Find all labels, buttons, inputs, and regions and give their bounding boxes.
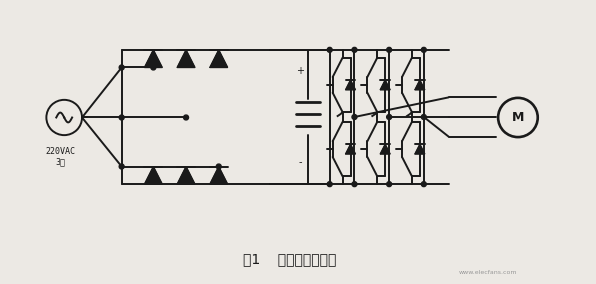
- Circle shape: [216, 164, 221, 169]
- Polygon shape: [177, 166, 195, 184]
- Text: 220VAC
3相: 220VAC 3相: [45, 147, 75, 166]
- Circle shape: [387, 114, 392, 120]
- Circle shape: [119, 65, 124, 70]
- Polygon shape: [144, 166, 162, 184]
- Circle shape: [119, 115, 124, 120]
- Polygon shape: [415, 144, 425, 154]
- Polygon shape: [346, 80, 355, 90]
- Text: -: -: [298, 158, 302, 168]
- Polygon shape: [346, 144, 355, 154]
- Polygon shape: [177, 50, 195, 68]
- Circle shape: [327, 182, 332, 187]
- Circle shape: [352, 182, 357, 187]
- Text: +: +: [296, 66, 304, 76]
- Circle shape: [387, 47, 392, 52]
- Circle shape: [387, 182, 392, 187]
- Circle shape: [352, 47, 357, 52]
- Circle shape: [421, 114, 426, 120]
- Polygon shape: [144, 50, 162, 68]
- Polygon shape: [210, 50, 228, 68]
- Circle shape: [352, 114, 357, 120]
- Polygon shape: [210, 166, 228, 184]
- Circle shape: [119, 164, 124, 169]
- Text: www.elecfans.com: www.elecfans.com: [459, 270, 517, 275]
- Circle shape: [151, 65, 156, 70]
- Circle shape: [421, 47, 426, 52]
- Text: M: M: [512, 111, 524, 124]
- Polygon shape: [415, 80, 425, 90]
- Circle shape: [327, 47, 332, 52]
- Circle shape: [421, 182, 426, 187]
- Polygon shape: [380, 144, 390, 154]
- Circle shape: [184, 115, 188, 120]
- Polygon shape: [380, 80, 390, 90]
- Text: 图1    通用变频器电路: 图1 通用变频器电路: [243, 253, 337, 267]
